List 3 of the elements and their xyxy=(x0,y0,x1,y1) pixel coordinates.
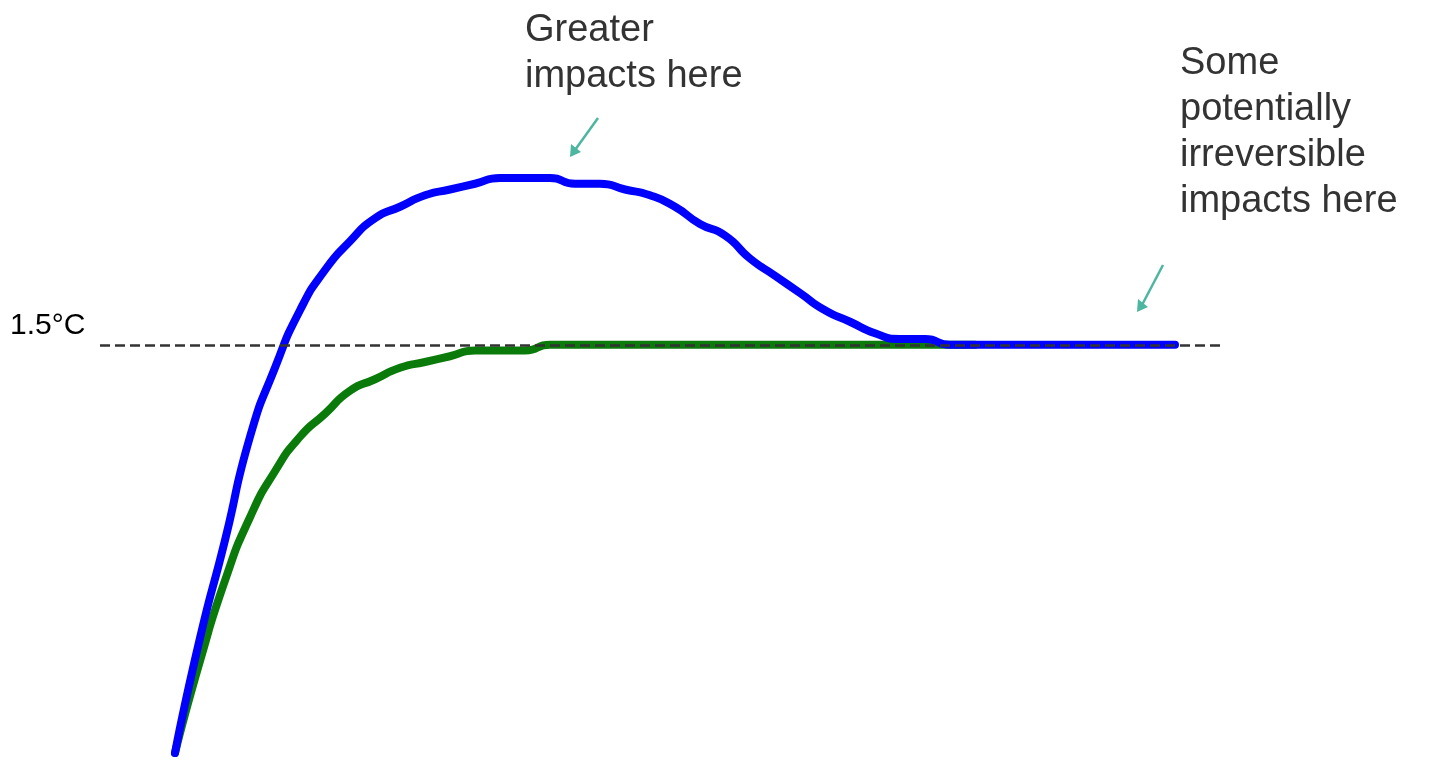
annotation: Some potentially irreversible impacts here xyxy=(1180,39,1399,222)
ref-line-label: 1.5°C xyxy=(10,307,86,341)
text: Greater impacts here xyxy=(525,6,744,97)
